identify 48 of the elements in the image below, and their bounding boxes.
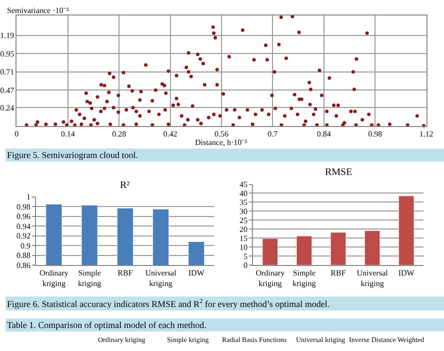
y-tick-label: 0.92 [16,232,31,241]
x-tick-label: 0.42 [163,129,178,138]
y-tick-label: 0.9 [20,241,31,250]
x-tick-label: 1.12 [419,129,434,138]
x-tick-label: Simple kriging [292,268,316,288]
y-axis-title: Semivariance ·10⁻⁵ [7,6,70,15]
x-tick-label: 0.7 [268,129,278,138]
x-tick-label: 0.98 [368,129,382,138]
caption: Figure 5. Semivariogram cloud tool. [7,150,138,160]
x-axis-title: Distance, h·10⁻⁵ [195,138,248,147]
x-tick-label: 0.84 [316,129,331,138]
x-tick-label: Universal kriging [356,268,389,288]
x-tick-label: 0.28 [112,129,126,138]
y-tick-label: 0.96 [16,212,31,222]
x-tick-label: Ordinary kriging [40,268,68,288]
y-tick-label: 20 [240,224,248,234]
y-tick-label: 0.95 [0,49,14,58]
x-tick-label: 0.56 [214,129,228,138]
x-tick-label: RBF [118,268,134,278]
x-tick-label: Simple kriging [78,268,102,288]
x-tick-label: Ordinary kriging [256,268,285,288]
x-tick-label: RBF [330,268,346,278]
y-tick-label: 0 [244,260,248,270]
y-tick-label: 10 [240,242,248,252]
y-tick-label: 5 [244,252,248,261]
x-tick-label: 0.14 [60,129,75,138]
x-tick-label: Universal kriging [145,268,178,288]
y-tick-label: 1 [26,192,31,202]
y-tick-label: 30 [240,207,248,216]
y-tick-label: 0.94 [16,222,31,231]
x-tick-label: IDW [188,268,205,278]
chart-title: R² [120,180,130,191]
x-tick-label: IDW [398,268,415,278]
chart-title: RMSE [325,167,352,178]
y-tick-label: 45 [240,180,248,190]
y-tick-label: 40 [240,189,248,198]
y-tick-label: 0.47 [0,86,14,95]
y-tick-label: 25 [240,216,248,225]
y-tick-label: 15 [240,234,248,243]
y-tick-label: 0.24 [0,103,14,112]
y-tick-label: 0.86 [16,260,31,270]
y-tick-label: 0.71 [0,68,14,77]
y-tick-label: 35 [240,198,248,208]
y-tick-label: 0.88 [16,251,31,260]
caption: Table 1. Comparison of optimal model of each method. [7,320,206,330]
y-tick-label: 0.98 [16,202,31,212]
caption: Figure 6. Statistical accuracy indicators RMSE and R$^{2}$ for every method’s optimal model. [7,298,330,309]
y-tick-label: 1.19 [0,31,14,40]
